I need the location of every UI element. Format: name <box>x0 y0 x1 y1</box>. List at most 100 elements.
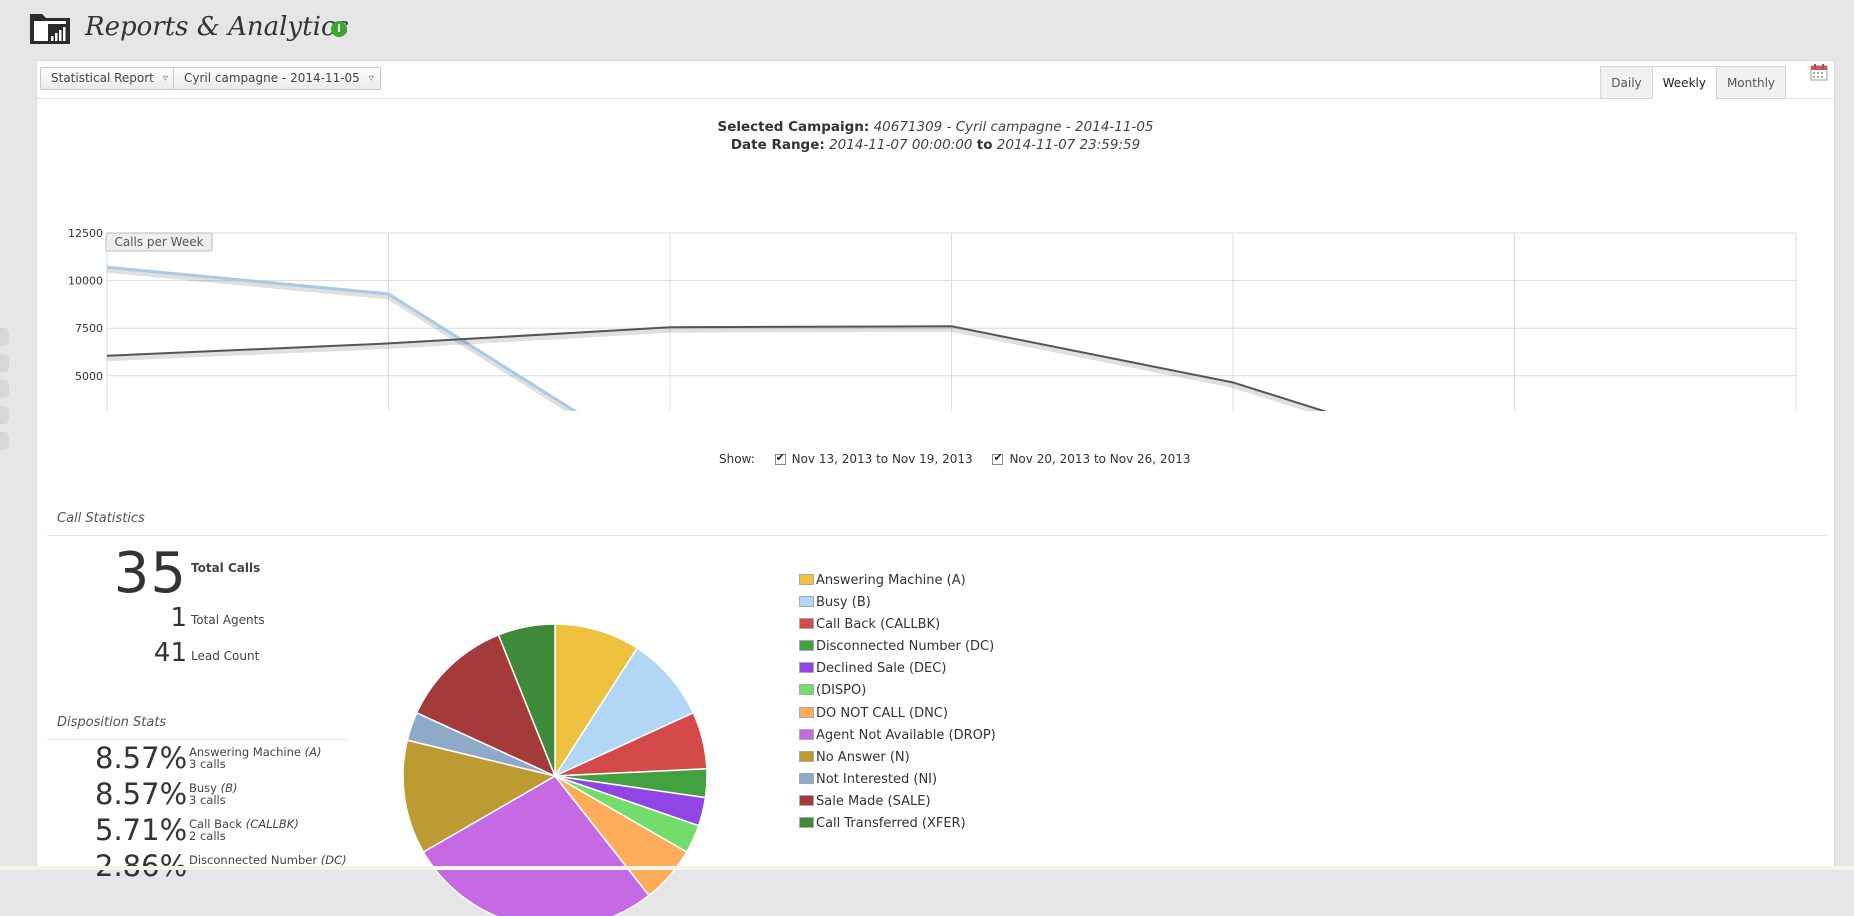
show-label: Show: <box>719 452 755 466</box>
legend-item: Sale Made (SALE) <box>799 794 996 816</box>
legend-swatch <box>799 618 814 630</box>
tab-weekly[interactable]: Weekly <box>1651 66 1717 99</box>
legend-label: Declined Sale (DEC) <box>816 661 947 677</box>
legend-item: Answering Machine (A) <box>799 573 996 595</box>
side-tab-icon[interactable] <box>0 406 9 424</box>
pie-legend: Answering Machine (A) Busy (B) Call Back (… <box>799 573 996 838</box>
total-agents-label: Total Agents <box>191 613 265 627</box>
side-tab-icon[interactable] <box>0 380 9 398</box>
legend-item: (DISPO) <box>799 683 996 705</box>
total-agents-stat: 1 <box>37 603 187 633</box>
total-agents-value: 1 <box>170 603 187 633</box>
series-toggle: Show: Nov 13, 2013 to Nov 19, 2013 Nov 2… <box>719 451 1191 466</box>
info-icon[interactable]: i <box>331 21 347 37</box>
date-range-end: 2014-11-07 23:59:59 <box>996 137 1141 153</box>
disposition-code: (A) <box>304 745 322 759</box>
legend-item: No Answer (N) <box>799 750 996 772</box>
side-tab-icon[interactable] <box>0 328 9 346</box>
side-tab-icon[interactable] <box>0 432 9 450</box>
series-1-checkbox[interactable] <box>774 451 786 465</box>
page-title: Reports & Analytics <box>85 12 349 42</box>
chart-title: Calls per Week <box>114 235 203 249</box>
total-calls-stat: 35 <box>37 541 187 606</box>
report-type-select[interactable]: Statistical Report ▿ <box>40 67 175 90</box>
campaign-summary: Selected Campaign: 40671309 - Cyril camp… <box>37 118 1834 154</box>
period-tabs: Daily Weekly Monthly <box>1600 66 1786 100</box>
disposition-name: Call Back (CALLBK) <box>189 817 299 831</box>
legend-label: Disconnected Number (DC) <box>816 639 995 655</box>
call-stats-title: Call Statistics <box>57 511 145 526</box>
legend-swatch <box>799 684 814 696</box>
date-range-start: 2014-11-07 00:00:00 <box>829 137 973 153</box>
disposition-code: (B) <box>220 781 238 795</box>
disposition-name: Answering Machine (A) <box>189 745 321 759</box>
legend-label: Busy (B) <box>816 595 871 611</box>
campaign-label: Selected Campaign: <box>717 119 870 135</box>
report-type-value: Statistical Report <box>51 71 154 85</box>
legend-swatch <box>799 706 814 718</box>
legend-swatch <box>799 574 814 585</box>
series-line-2[interactable] <box>106 325 1796 411</box>
series-2-checkbox[interactable] <box>992 451 1004 465</box>
folder-chart-icon <box>30 14 70 44</box>
pie-slice[interactable] <box>554 623 639 779</box>
legend-swatch <box>799 728 814 740</box>
y-tick-label: 12500 <box>68 227 103 240</box>
disposition-calls: 3 calls <box>189 757 226 771</box>
chevron-down-icon: ▿ <box>162 73 168 84</box>
lead-count-label: Lead Count <box>191 649 260 663</box>
legend-label: Call Back (CALLBK) <box>816 617 941 633</box>
tab-daily[interactable]: Daily <box>1600 66 1653 99</box>
disposition-pct: 8.57% <box>95 741 188 775</box>
legend-label: (DISPO) <box>816 683 867 699</box>
side-tab-icon[interactable] <box>0 354 9 372</box>
total-calls-value: 35 <box>113 541 187 606</box>
legend-item: DO NOT CALL (DNC) <box>799 706 996 728</box>
series-line-1[interactable] <box>106 265 1796 411</box>
report-panel: Statistical Report ▿ Cyril campagne - 20… <box>36 60 1835 916</box>
legend-swatch <box>799 817 814 829</box>
campaign-value-text: 40671309 - Cyril campagne - 2014-11-05 <box>873 119 1154 135</box>
y-tick-label: 5000 <box>75 370 103 383</box>
divider <box>47 535 1827 536</box>
pie-slice[interactable] <box>497 623 556 777</box>
disposition-item: 5.71% Call Back (CALLBK) 2 calls <box>95 813 395 849</box>
legend-swatch <box>799 750 814 762</box>
disposition-calls: 3 calls <box>189 793 226 807</box>
pie-slice[interactable] <box>552 647 695 778</box>
disposition-name-text: Call Back <box>189 817 243 831</box>
y-tick-label: 10000 <box>68 275 103 288</box>
legend-label: Answering Machine (A) <box>816 573 966 588</box>
legend-swatch <box>799 794 814 806</box>
disposition-stats-title: Disposition Stats <box>57 715 167 730</box>
legend-item: Disconnected Number (DC) <box>799 639 996 661</box>
disposition-code: (CALLBK) <box>245 817 299 831</box>
tab-monthly[interactable]: Monthly <box>1715 66 1786 99</box>
legend-label: DO NOT CALL (DNC) <box>816 705 948 721</box>
pie-slice[interactable] <box>402 739 557 854</box>
legend-swatch <box>799 662 814 674</box>
campaign-select[interactable]: Cyril campagne - 2014-11-05 ▿ <box>173 67 381 90</box>
chart-title-badge: Calls per Week <box>105 232 213 252</box>
series-shadow <box>106 326 1323 411</box>
pie-slice[interactable] <box>415 633 557 778</box>
disposition-name-text: Answering Machine <box>189 745 301 759</box>
series-1-label: Nov 13, 2013 to Nov 19, 2013 <box>791 452 973 466</box>
campaign-value: Cyril campagne - 2014-11-05 <box>184 71 360 85</box>
side-toolbar <box>0 328 10 458</box>
disposition-code: (DC) <box>320 853 347 867</box>
series-2-label: Nov 20, 2013 to Nov 26, 2013 <box>1009 452 1191 466</box>
date-range-label: Date Range: <box>730 137 825 153</box>
calendar-icon[interactable] <box>1810 63 1828 81</box>
divider <box>47 739 347 740</box>
disposition-name: Disconnected Number (DC) <box>189 853 347 867</box>
disposition-pct: 5.71% <box>95 813 188 847</box>
chevron-down-icon: ▿ <box>368 73 374 84</box>
disposition-name-text: Disconnected Number <box>189 853 318 867</box>
legend-item: Declined Sale (DEC) <box>799 661 996 683</box>
disposition-item: 8.57% Busy (B) 3 calls <box>95 777 395 813</box>
total-calls-label: Total Calls <box>191 561 261 575</box>
legend-label: No Answer (N) <box>816 749 910 765</box>
lead-count-value: 41 <box>153 638 187 668</box>
legend-item: Busy (B) <box>799 595 996 617</box>
